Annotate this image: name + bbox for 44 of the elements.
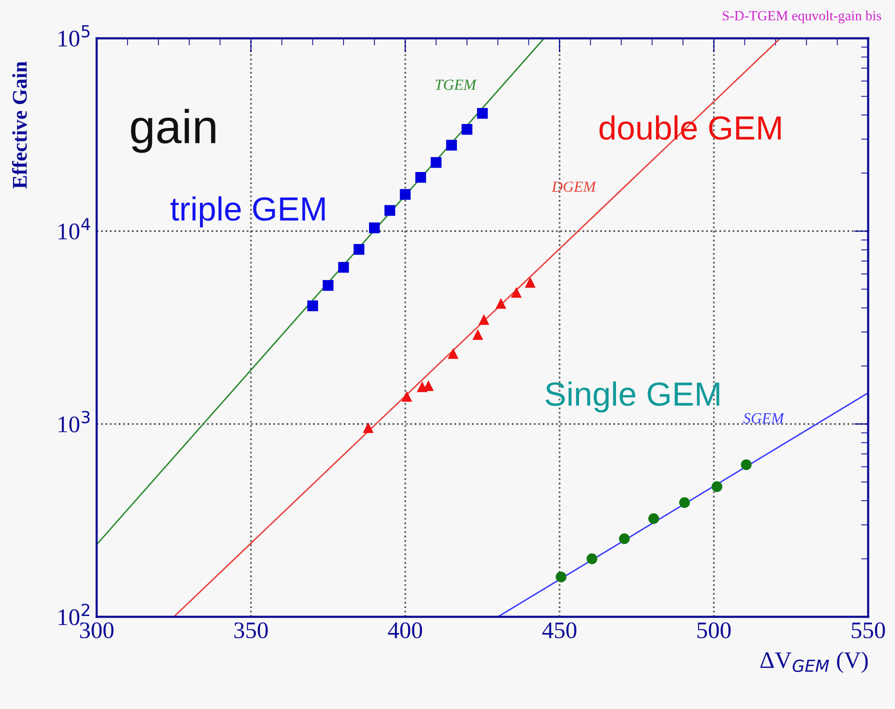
point — [618, 533, 630, 544]
point — [354, 244, 364, 255]
point — [712, 481, 722, 492]
series-label: SGEM — [743, 413, 785, 424]
point — [338, 262, 349, 273]
point — [362, 422, 374, 433]
point — [496, 298, 506, 309]
x-tick-label: 400 — [388, 622, 422, 638]
point — [307, 300, 318, 312]
point — [679, 497, 690, 508]
x-tick-label: 450 — [542, 622, 576, 638]
point — [448, 348, 458, 359]
x-tick-label: 550 — [852, 622, 885, 638]
x-tick-label: 350 — [234, 622, 268, 638]
point — [477, 108, 488, 119]
point — [415, 172, 426, 183]
point — [648, 513, 660, 524]
annotation: triple GEM — [170, 196, 325, 228]
point — [510, 287, 522, 298]
point — [401, 391, 412, 402]
y-tick-label: 10$^{4}$ — [58, 218, 90, 240]
x-tick-label: 500 — [698, 622, 731, 638]
y-tick-label: 10$^{3}$ — [58, 410, 90, 432]
point — [524, 277, 536, 288]
point — [384, 205, 396, 216]
point — [322, 280, 334, 291]
point — [369, 222, 380, 234]
point — [586, 553, 598, 564]
point — [472, 329, 484, 340]
point — [462, 124, 472, 135]
point — [740, 459, 752, 470]
point — [446, 140, 457, 151]
annotation: Single GEM — [546, 381, 720, 413]
point — [400, 189, 411, 200]
point — [556, 572, 566, 582]
x-axis-title: ΔV$_{GEM}$ (V) — [760, 652, 868, 673]
chart-title: S-D-TGEM equvolt-gain bis — [722, 10, 882, 24]
series-label: DGEM — [552, 182, 597, 192]
series-label: TGEM — [436, 80, 477, 90]
point — [430, 157, 442, 168]
y-axis-title: Effective Gain — [12, 61, 27, 189]
y-tick-label: 10$^{5}$ — [58, 25, 90, 47]
annotation: gain — [131, 108, 216, 153]
point — [478, 314, 490, 325]
